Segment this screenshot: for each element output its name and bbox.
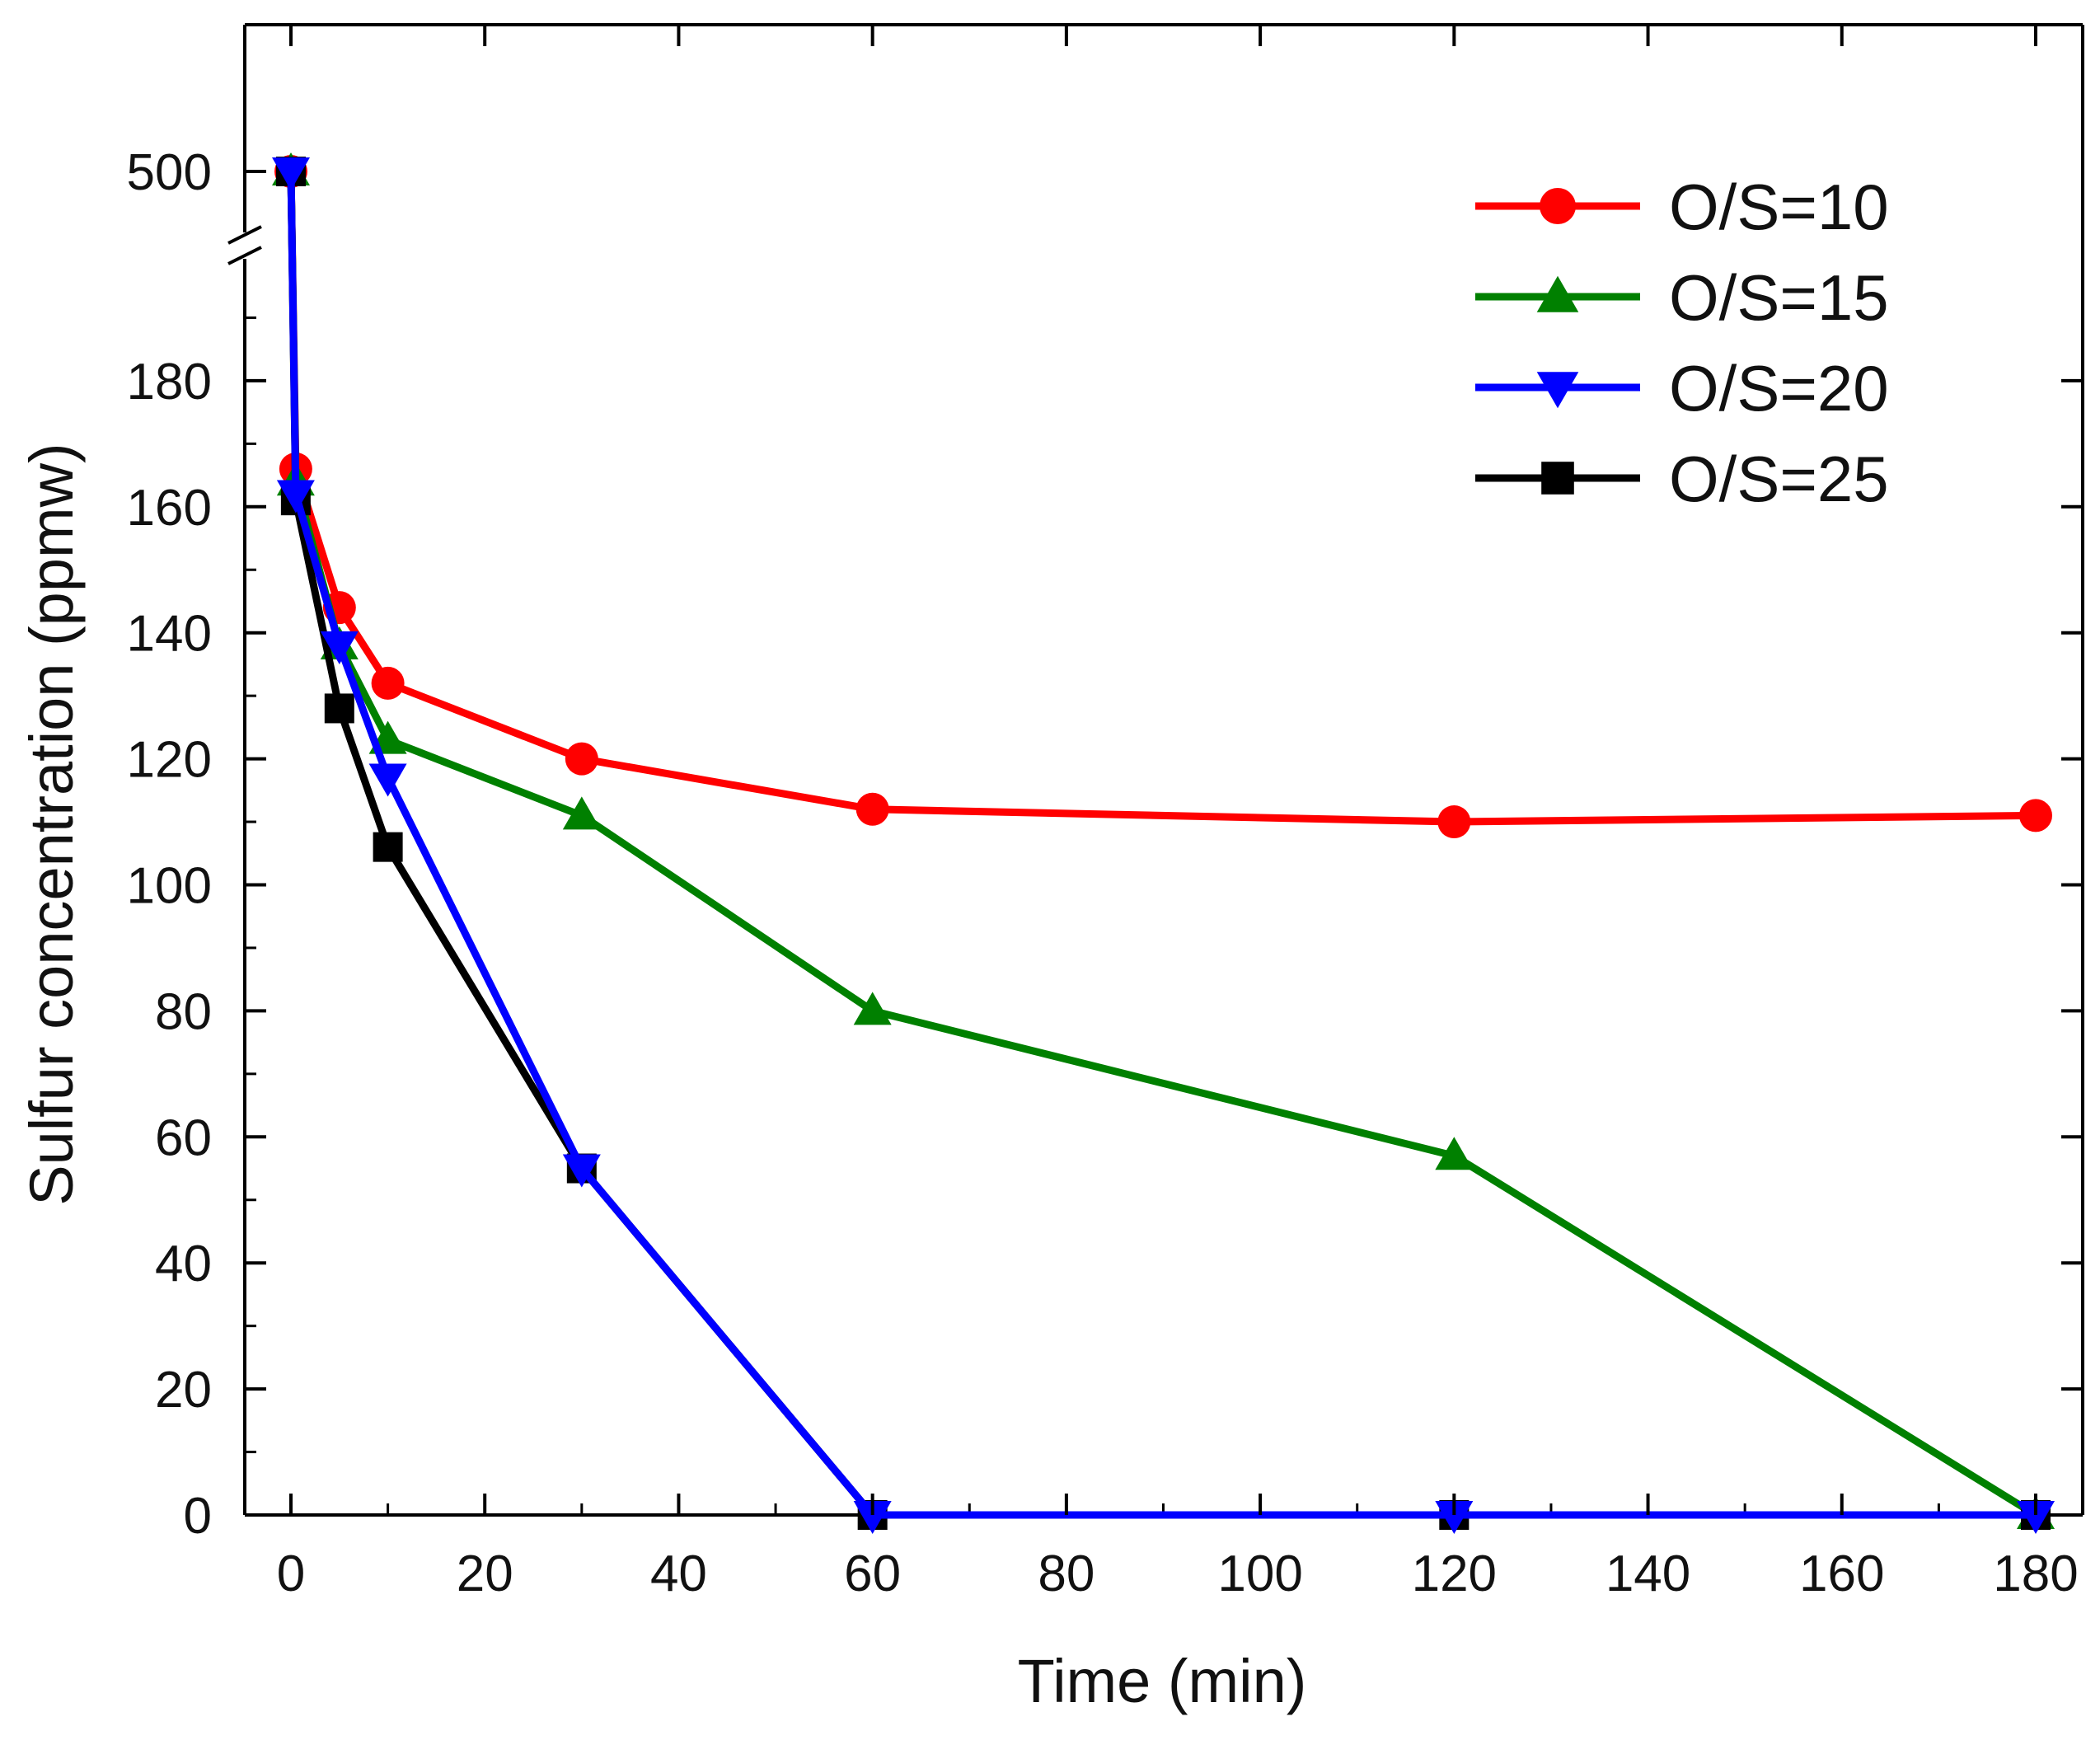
series-line: [287, 171, 2036, 1519]
data-point: [2019, 799, 2052, 832]
data-point: [853, 992, 892, 1025]
data-point: [1435, 1137, 1474, 1170]
data-point: [2017, 1501, 2055, 1534]
y-axis-title: Sulfur concentration (ppmw): [17, 443, 86, 1205]
y-tick-label: 180: [127, 354, 212, 410]
y-tick-label: 40: [155, 1236, 212, 1292]
legend-label: O/S=10: [1669, 171, 1889, 243]
data-point: [272, 157, 310, 190]
x-tick-label: 0: [277, 1545, 305, 1602]
x-tick-label: 40: [650, 1545, 707, 1602]
series-layer: [272, 152, 2055, 1534]
x-tick-label: 20: [457, 1545, 513, 1602]
y-tick-label: 0: [184, 1488, 212, 1545]
x-tick-label: 180: [1993, 1545, 2078, 1602]
y-tick-label: 20: [155, 1362, 212, 1419]
data-point: [1437, 805, 1471, 839]
y-tick-label: 140: [127, 606, 212, 663]
data-point: [324, 693, 354, 724]
y-tick-label: 60: [155, 1109, 212, 1166]
legend-item: O/S=15: [1475, 261, 1889, 334]
legend-item: O/S=20: [1475, 352, 1889, 424]
y-tick-label: 120: [127, 732, 212, 789]
x-tick-label: 160: [1799, 1545, 1884, 1602]
y-tick-label: 160: [127, 480, 212, 537]
series-o-s-20: [272, 157, 2055, 1534]
axis-break-mark: [227, 225, 262, 245]
x-tick-label: 140: [1605, 1545, 1690, 1602]
y-tick-label: 80: [155, 983, 212, 1040]
legend-label: O/S=20: [1669, 352, 1889, 424]
data-point: [853, 1501, 892, 1534]
x-tick-label: 100: [1217, 1545, 1302, 1602]
data-point: [565, 742, 598, 776]
legend-label: O/S=25: [1669, 443, 1889, 515]
legend-item: O/S=25: [1475, 443, 1889, 515]
legend-marker: [1541, 462, 1574, 495]
data-point: [371, 666, 405, 700]
legend: O/S=10 O/S=15 O/S=20 O/S=25: [1475, 171, 1889, 515]
data-point: [562, 796, 601, 830]
y-tick-label: 500: [127, 144, 212, 201]
y-tick-label: 100: [127, 858, 212, 915]
data-point: [276, 480, 315, 514]
plot-frame: [227, 23, 2084, 1517]
data-point: [562, 1154, 601, 1188]
data-point: [855, 792, 889, 826]
legend-label: O/S=15: [1669, 261, 1889, 334]
x-tick-label: 120: [1412, 1545, 1497, 1602]
axis-break-mark: [227, 246, 262, 265]
x-tick-label: 80: [1038, 1545, 1095, 1602]
x-tick-label: 60: [844, 1545, 901, 1602]
data-point: [1435, 1501, 1474, 1534]
x-axis-title: Time (min): [1018, 1647, 1307, 1715]
data-point: [373, 832, 403, 862]
data-point: [320, 631, 359, 664]
legend-marker: [1536, 275, 1579, 312]
legend-marker: [1540, 188, 1576, 224]
legend-item: O/S=10: [1475, 171, 1889, 243]
legend-marker: [1536, 372, 1579, 409]
tick-labels: 0 20 40 60 80 100 120 140 160 180 0 20 40 60 80 100 120 1…: [127, 25, 2083, 1602]
data-point: [368, 763, 407, 797]
